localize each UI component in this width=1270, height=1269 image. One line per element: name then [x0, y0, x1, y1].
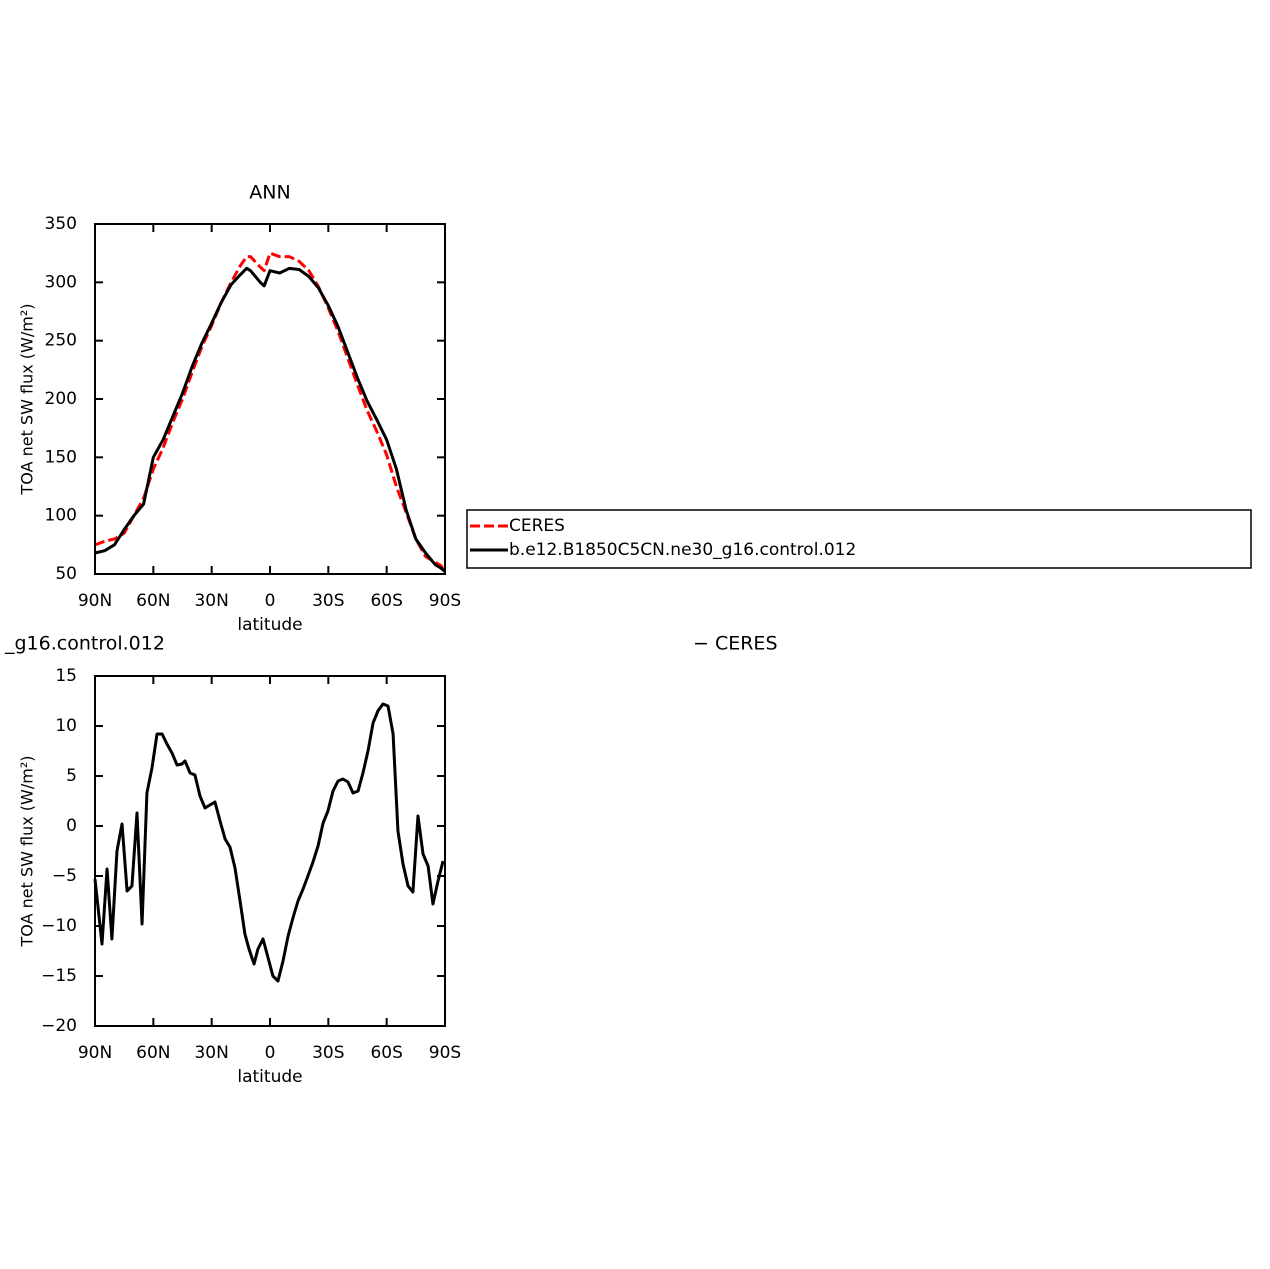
x-tick-label: 60S [370, 591, 402, 611]
chart-title: − CERES [693, 633, 778, 655]
y-tick-label: 300 [45, 272, 77, 292]
data-line [94, 251, 447, 573]
x-tick-label: 60N [136, 1043, 170, 1063]
data-line [93, 702, 445, 983]
y-tick-label: 15 [55, 666, 77, 686]
y-tick-label: 150 [45, 447, 77, 467]
x-tick-label: 60N [136, 591, 170, 611]
x-tick-label: 0 [265, 591, 276, 611]
x-tick-label: 90S [429, 1043, 461, 1063]
x-tick-label: 30N [194, 1043, 228, 1063]
legend-box [466, 509, 1252, 569]
x-tick-label: 90N [78, 1043, 112, 1063]
x-tick-label: 30S [312, 1043, 344, 1063]
y-tick-label: −15 [41, 966, 77, 986]
legend-label: CERES [509, 516, 565, 536]
y-tick-label: 5 [66, 766, 77, 786]
x-tick-label: 30S [312, 591, 344, 611]
y-tick-label: −20 [41, 1016, 77, 1036]
y-tick-label: 10 [55, 716, 77, 736]
data-line [94, 266, 447, 573]
y-tick-label: 250 [45, 331, 77, 351]
chart-title: _g16.control.012 [4, 633, 165, 655]
y-tick-label: −10 [41, 916, 77, 936]
y-tick-label: 200 [45, 389, 77, 409]
x-axis-label: latitude [237, 615, 302, 635]
y-tick-label: 0 [66, 816, 77, 836]
x-tick-label: 90N [78, 591, 112, 611]
y-tick-label: 350 [45, 214, 77, 234]
x-tick-label: 0 [265, 1043, 276, 1063]
chart-title: ANN [249, 182, 290, 204]
x-axis-label: latitude [237, 1067, 302, 1087]
plot-frame [94, 675, 446, 1027]
y-axis-label: TOA net SW flux (W/m²) [18, 756, 37, 948]
plot-frame [94, 223, 446, 575]
y-tick-label: 50 [55, 564, 77, 584]
y-axis-label: TOA net SW flux (W/m²) [18, 304, 37, 496]
legend-label: b.e12.B1850C5CN.ne30_g16.control.012 [509, 540, 856, 560]
x-tick-label: 90S [429, 591, 461, 611]
y-tick-label: 100 [45, 506, 77, 526]
x-tick-label: 60S [370, 1043, 402, 1063]
x-tick-label: 30N [194, 591, 228, 611]
y-tick-label: −5 [52, 866, 77, 886]
